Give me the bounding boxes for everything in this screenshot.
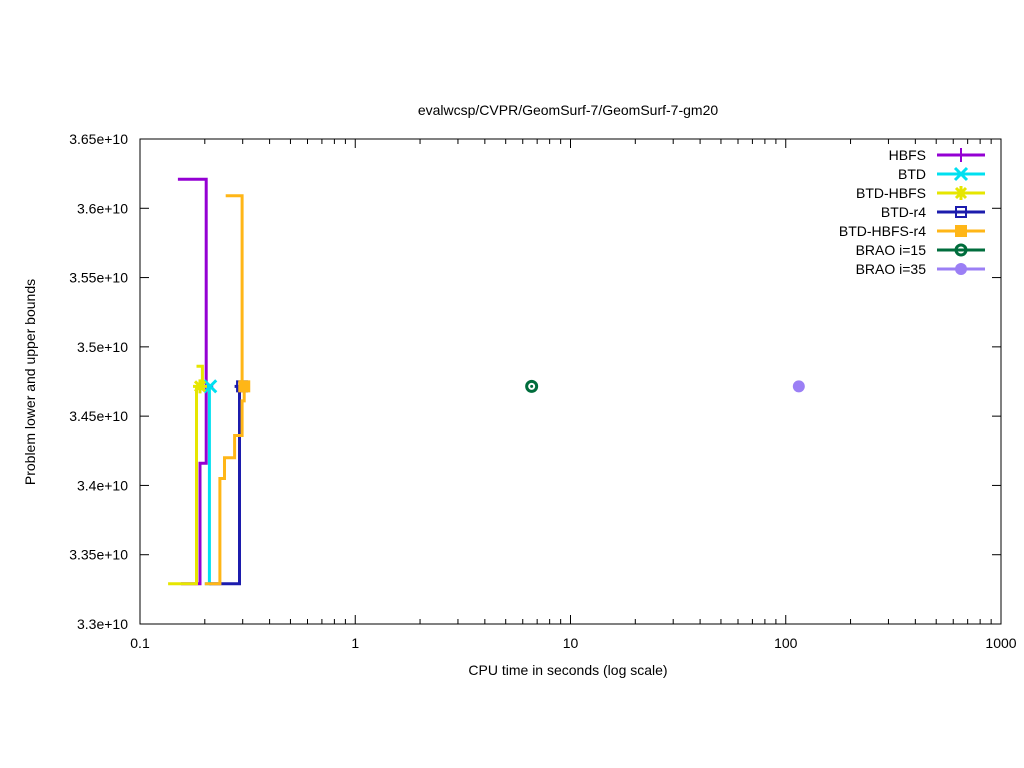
x-tick-label: 1 xyxy=(351,635,359,651)
legend-marker xyxy=(954,186,968,200)
chart-title: evalwcsp/CVPR/GeomSurf-7/GeomSurf-7-gm20 xyxy=(418,102,719,118)
final-point-marker xyxy=(525,379,539,393)
legend-marker xyxy=(954,148,968,162)
y-tick-label: 3.6e+10 xyxy=(77,200,128,216)
y-tick-label: 3.5e+10 xyxy=(77,339,128,355)
lower-bound-line xyxy=(168,386,198,586)
legend-label: BTD-HBFS xyxy=(856,185,926,201)
legend-label: BRAO i=15 xyxy=(856,242,927,258)
legend-label: BTD-HBFS-r4 xyxy=(839,223,926,239)
series-brao-i-35 xyxy=(792,380,805,393)
lower-bound-line xyxy=(204,386,246,586)
legend: HBFS BTD BTD-HBFS BTD-r4 BTD-HBFS-r4 BRAO i=1… xyxy=(839,147,985,277)
x-axis-label: CPU time in seconds (log scale) xyxy=(468,662,667,678)
plot-frame xyxy=(139,138,1002,625)
legend-label: BTD-r4 xyxy=(881,204,926,220)
y-tick-label: 3.45e+10 xyxy=(69,408,128,424)
x-tick-label: 1000 xyxy=(985,635,1016,651)
series-btd-hbfs-r4 xyxy=(204,194,251,586)
lower-bound-line xyxy=(181,386,208,586)
y-axis: 3.3e+10 3.35e+10 3.4e+10 3.45e+10 3.5e+10 3.5… xyxy=(69,131,1001,632)
legend-item: BTD-HBFS xyxy=(856,185,985,201)
legend-label: BRAO i=35 xyxy=(856,261,927,277)
lower-bound-line xyxy=(209,386,241,586)
final-point-marker xyxy=(193,379,208,394)
legend-item: BRAO i=15 xyxy=(856,242,985,258)
y-tick-label: 3.35e+10 xyxy=(69,547,128,563)
legend-marker xyxy=(955,263,967,275)
upper-bound-line xyxy=(177,177,208,387)
upper-bound-line xyxy=(225,194,244,387)
legend-item: BTD-r4 xyxy=(881,204,985,220)
final-point-marker xyxy=(792,380,805,393)
x-tick-label: 10 xyxy=(563,635,579,651)
legend-marker xyxy=(954,243,968,257)
series-brao-i-15 xyxy=(525,379,539,393)
upper-bound-line xyxy=(196,364,204,387)
legend-marker xyxy=(955,225,967,237)
legend-label: BTD xyxy=(898,166,926,182)
legend-item: BTD xyxy=(898,166,985,182)
x-tick-label: 100 xyxy=(774,635,798,651)
y-tick-label: 3.65e+10 xyxy=(69,131,128,147)
y-tick-label: 3.3e+10 xyxy=(77,616,128,632)
legend-item: HBFS xyxy=(889,147,985,163)
series-btd-hbfs xyxy=(168,364,208,586)
series-layer xyxy=(168,177,805,586)
final-point-marker xyxy=(203,379,218,394)
final-point-marker xyxy=(238,380,251,393)
x-axis: 0.1 1 10 100 1000 xyxy=(130,139,1017,651)
legend-marker xyxy=(955,206,967,218)
legend-label: HBFS xyxy=(889,147,926,163)
y-tick-label: 3.55e+10 xyxy=(69,270,128,286)
y-axis-label: Problem lower and upper bounds xyxy=(22,279,38,485)
legend-item: BTD-HBFS-r4 xyxy=(839,223,985,239)
legend-marker xyxy=(953,166,969,182)
y-tick-label: 3.4e+10 xyxy=(77,477,128,493)
legend-item: BRAO i=35 xyxy=(856,261,985,277)
x-tick-label: 0.1 xyxy=(130,635,150,651)
